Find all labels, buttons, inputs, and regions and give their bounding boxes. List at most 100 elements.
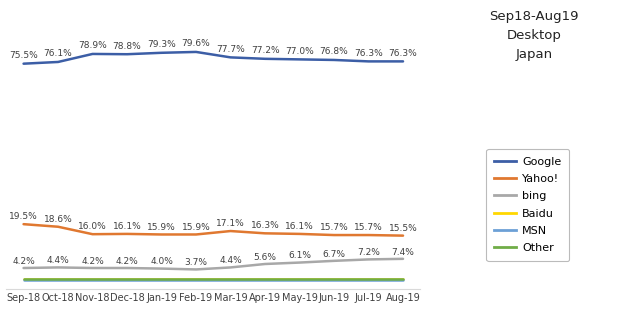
Other [227, 277, 234, 280]
Other [296, 277, 303, 280]
MSN [192, 277, 200, 281]
Text: 15.5%: 15.5% [389, 224, 417, 233]
Google [399, 59, 407, 63]
Google [88, 52, 96, 56]
Line: Google: Google [23, 52, 403, 64]
Google [331, 58, 338, 62]
Text: 4.4%: 4.4% [47, 256, 70, 265]
Text: 15.9%: 15.9% [147, 223, 176, 232]
Text: 4.0%: 4.0% [150, 257, 173, 266]
Other [158, 277, 166, 280]
bing [192, 267, 200, 271]
bing [54, 265, 62, 269]
Text: 4.2%: 4.2% [81, 257, 104, 266]
MSN [227, 277, 234, 281]
Text: 15.9%: 15.9% [181, 223, 210, 232]
Google [54, 60, 62, 64]
MSN [261, 277, 269, 281]
bing [123, 266, 131, 270]
Google [20, 62, 27, 66]
Legend: Google, Yahoo!, bing, Baidu, MSN, Other: Google, Yahoo!, bing, Baidu, MSN, Other [487, 149, 569, 261]
Yahoo! [54, 225, 62, 229]
Yahoo! [158, 233, 166, 236]
Text: 3.7%: 3.7% [185, 258, 207, 267]
Google [365, 59, 372, 63]
Text: 4.2%: 4.2% [12, 257, 35, 266]
Text: 7.4%: 7.4% [392, 248, 415, 256]
bing [88, 266, 96, 270]
MSN [365, 277, 372, 281]
Google [296, 57, 303, 61]
Text: 15.7%: 15.7% [320, 223, 348, 232]
Line: Yahoo!: Yahoo! [23, 224, 403, 236]
Text: 77.0%: 77.0% [285, 47, 314, 56]
Text: 6.1%: 6.1% [288, 251, 311, 260]
Other [54, 277, 62, 280]
bing [20, 266, 27, 270]
Text: 78.9%: 78.9% [78, 41, 107, 50]
Text: 76.3%: 76.3% [389, 49, 417, 58]
Other [399, 277, 407, 280]
bing [365, 257, 372, 261]
Yahoo! [123, 232, 131, 236]
Baidu [365, 277, 372, 281]
Text: 6.7%: 6.7% [322, 250, 346, 258]
Other [331, 277, 338, 280]
Text: 78.8%: 78.8% [112, 42, 142, 51]
MSN [158, 277, 166, 281]
bing [331, 259, 338, 263]
Baidu [296, 277, 303, 281]
bing [227, 265, 234, 269]
Text: 5.6%: 5.6% [253, 253, 277, 262]
MSN [296, 277, 303, 281]
Other [365, 277, 372, 280]
MSN [399, 277, 407, 281]
Google [123, 52, 131, 56]
Google [192, 50, 200, 54]
Text: 16.1%: 16.1% [285, 222, 314, 231]
Other [261, 277, 269, 280]
Baidu [261, 277, 269, 281]
Google [227, 55, 234, 59]
Baidu [331, 277, 338, 281]
MSN [123, 277, 131, 281]
Baidu [158, 277, 166, 281]
Text: 77.7%: 77.7% [216, 45, 245, 54]
Baidu [88, 277, 96, 281]
Yahoo! [192, 233, 200, 236]
Baidu [20, 277, 27, 281]
Text: 7.2%: 7.2% [357, 248, 380, 257]
bing [261, 262, 269, 266]
Text: 79.3%: 79.3% [147, 40, 176, 49]
Google [158, 51, 166, 55]
Baidu [192, 277, 200, 281]
Yahoo! [399, 234, 407, 237]
Baidu [399, 277, 407, 281]
bing [399, 257, 407, 261]
Other [88, 277, 96, 280]
Yahoo! [331, 233, 338, 237]
Text: 15.7%: 15.7% [354, 223, 383, 232]
Text: 16.0%: 16.0% [78, 222, 107, 231]
Line: bing: bing [23, 259, 403, 269]
Other [192, 277, 200, 280]
Baidu [227, 277, 234, 281]
Other [20, 277, 27, 280]
Text: 77.2%: 77.2% [251, 46, 279, 55]
Text: 4.4%: 4.4% [219, 256, 242, 265]
Yahoo! [227, 229, 234, 233]
Yahoo! [365, 233, 372, 237]
Yahoo! [261, 231, 269, 235]
Text: 16.3%: 16.3% [251, 221, 279, 231]
Yahoo! [20, 222, 27, 226]
Other [123, 277, 131, 280]
MSN [331, 277, 338, 281]
Baidu [123, 277, 131, 281]
Text: 75.5%: 75.5% [9, 51, 38, 60]
Text: 79.6%: 79.6% [181, 39, 210, 48]
bing [296, 260, 303, 264]
Yahoo! [296, 232, 303, 236]
Text: 16.1%: 16.1% [112, 222, 142, 231]
Text: 76.1%: 76.1% [44, 49, 73, 58]
Text: Sep18-Aug19
Desktop
Japan: Sep18-Aug19 Desktop Japan [489, 10, 579, 61]
